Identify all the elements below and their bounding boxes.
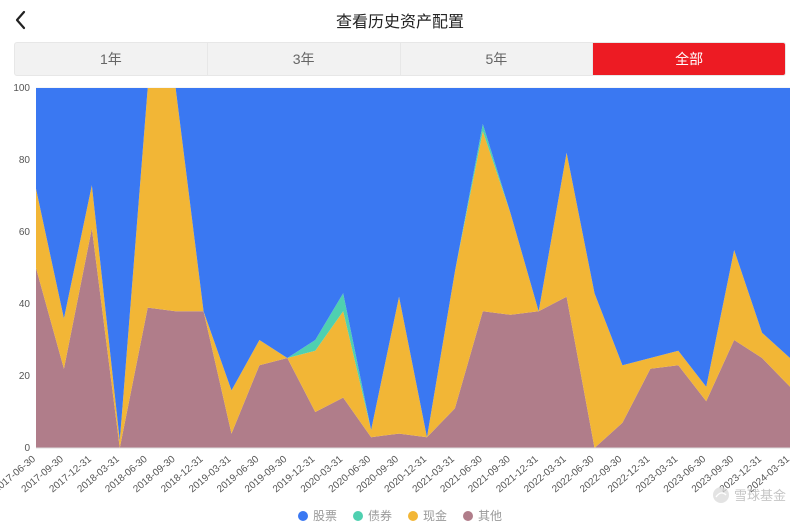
swatch-stock: [298, 511, 308, 521]
swatch-bond: [353, 511, 363, 521]
swatch-cash: [408, 511, 418, 521]
range-tabs: 1年 3年 5年 全部: [14, 42, 786, 76]
legend-item-cash[interactable]: 现金: [408, 507, 447, 524]
svg-text:60: 60: [19, 227, 31, 238]
page-title: 查看历史资产配置: [336, 8, 464, 32]
svg-text:100: 100: [13, 83, 30, 94]
legend-label-stock: 股票: [313, 507, 337, 524]
swatch-other: [463, 511, 473, 521]
tab-1y[interactable]: 1年: [15, 43, 208, 75]
legend-item-bond[interactable]: 债券: [353, 507, 392, 524]
chart-svg: 0204060801002017-06-302017-09-302017-12-…: [0, 80, 800, 528]
watermark-text: 雪球基金: [734, 485, 786, 504]
tab-all[interactable]: 全部: [593, 43, 785, 75]
legend-item-other[interactable]: 其他: [463, 507, 502, 524]
svg-text:40: 40: [19, 299, 31, 310]
allocation-chart: 0204060801002017-06-302017-09-302017-12-…: [0, 80, 800, 528]
svg-text:80: 80: [19, 155, 31, 166]
svg-text:20: 20: [19, 371, 31, 382]
watermark: 雪球基金: [712, 485, 786, 504]
page-header: 查看历史资产配置: [0, 0, 800, 40]
legend-label-cash: 现金: [423, 507, 447, 524]
svg-text:0: 0: [24, 443, 30, 454]
tab-3y[interactable]: 3年: [208, 43, 401, 75]
chart-legend: 股票 债券 现金 其他: [0, 507, 800, 524]
tab-5y[interactable]: 5年: [401, 43, 594, 75]
legend-item-stock[interactable]: 股票: [298, 507, 337, 524]
legend-label-other: 其他: [478, 507, 502, 524]
back-icon[interactable]: [14, 10, 28, 35]
legend-label-bond: 债券: [368, 507, 392, 524]
